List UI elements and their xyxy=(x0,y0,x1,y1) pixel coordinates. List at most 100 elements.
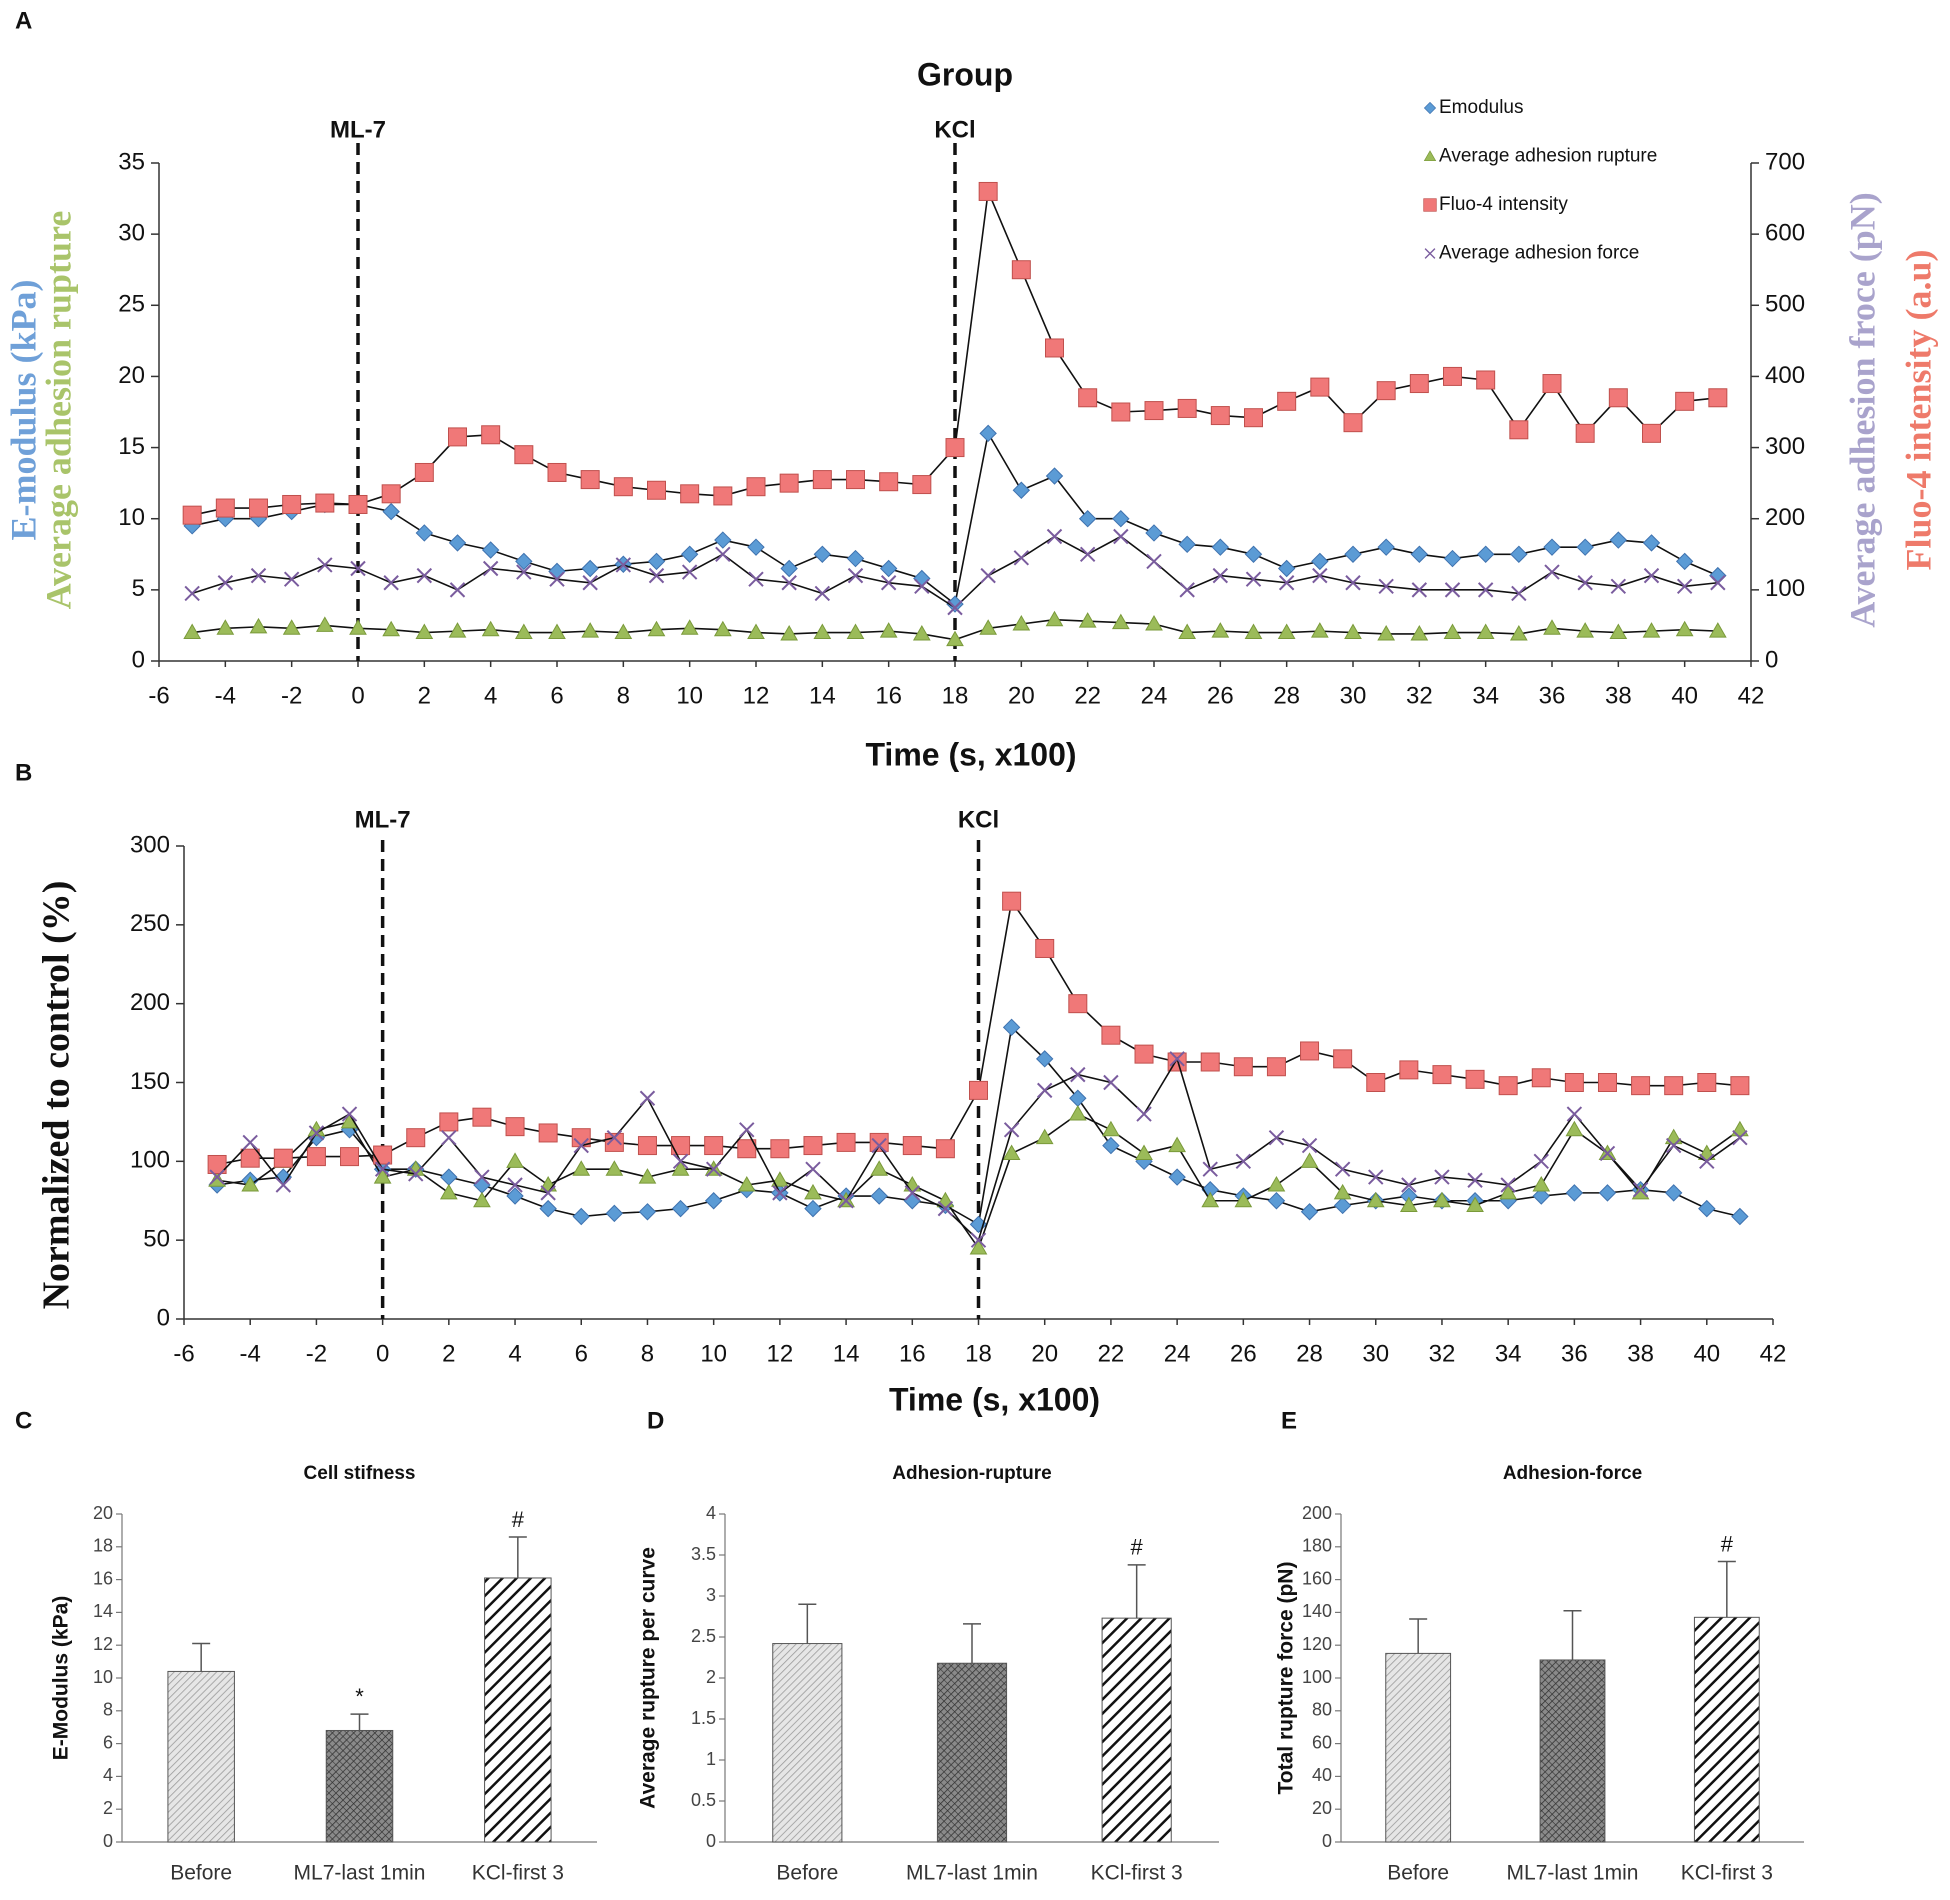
y-tick-label: 1.5 xyxy=(691,1708,716,1728)
error-bar xyxy=(1409,1618,1428,1654)
significance-mark: # xyxy=(1131,1535,1144,1560)
marker-triangle xyxy=(1068,1105,1087,1121)
marker-square xyxy=(803,1136,823,1156)
marker-triangle xyxy=(1267,1175,1286,1192)
marker-diamond xyxy=(1333,1196,1352,1215)
marker-triangle xyxy=(208,1171,226,1187)
marker-diamond xyxy=(1543,538,1561,556)
x-tick-label: 30 xyxy=(1362,1340,1389,1367)
annotation-label: KCl xyxy=(958,806,999,833)
y-tick-label: 100 xyxy=(130,1147,170,1174)
significance-mark: # xyxy=(1721,1531,1734,1556)
y-tick-label: 30 xyxy=(118,219,145,246)
marker-x xyxy=(1566,1106,1583,1122)
marker-square xyxy=(680,484,700,504)
marker-x xyxy=(441,1129,457,1146)
marker-x xyxy=(947,599,963,616)
x-tick-label: 4 xyxy=(484,682,497,709)
marker-square xyxy=(671,1136,691,1156)
marker-x xyxy=(748,571,764,587)
marker-triangle xyxy=(614,623,633,640)
marker-triangle xyxy=(1731,1120,1749,1137)
marker-diamond xyxy=(671,1199,690,1218)
marker-x xyxy=(416,567,433,584)
marker-square xyxy=(935,1139,955,1159)
marker-x xyxy=(1146,553,1162,570)
marker-diamond xyxy=(1277,559,1296,578)
marker-square xyxy=(1210,406,1230,426)
x-tick-label: 38 xyxy=(1627,1340,1654,1367)
marker-x xyxy=(1665,1137,1682,1154)
marker-x xyxy=(1202,1161,1218,1177)
marker-x xyxy=(1345,575,1361,591)
marker-diamond xyxy=(1377,538,1395,556)
marker-diamond xyxy=(1675,552,1694,571)
marker-x xyxy=(1136,1106,1152,1122)
marker-triangle xyxy=(1576,622,1595,638)
marker-x xyxy=(449,582,466,598)
marker-x xyxy=(1610,578,1627,595)
marker-triangle xyxy=(1135,1144,1153,1160)
marker-diamond xyxy=(440,1168,458,1186)
marker-square xyxy=(869,1132,889,1152)
marker-square xyxy=(637,1136,657,1156)
x-tick-label: Before xyxy=(776,1862,838,1885)
marker-x xyxy=(1301,1137,1318,1154)
marker-square xyxy=(1134,1044,1154,1064)
marker-x xyxy=(1245,571,1262,587)
marker-square xyxy=(547,462,567,482)
marker-triangle xyxy=(548,623,566,640)
marker-x xyxy=(772,1185,788,1201)
marker-triangle xyxy=(1333,1183,1352,1200)
marker-diamond xyxy=(1709,566,1727,585)
marker-x xyxy=(838,1193,854,1209)
x-tick-label: 20 xyxy=(1031,1340,1058,1367)
x-tick-label: 6 xyxy=(575,1340,588,1367)
marker-triangle xyxy=(1078,612,1097,628)
marker-triangle xyxy=(1102,1120,1120,1137)
marker-square xyxy=(1642,423,1661,443)
x-tick-label: 16 xyxy=(899,1340,926,1367)
marker-triangle xyxy=(1178,623,1197,640)
marker-square xyxy=(1366,1073,1386,1092)
marker-x xyxy=(914,578,930,595)
marker-diamond xyxy=(1300,1203,1319,1221)
marker-square xyxy=(1277,391,1297,411)
marker-square xyxy=(1333,1049,1353,1069)
marker-x xyxy=(1169,1051,1185,1067)
marker-triangle xyxy=(946,630,964,647)
marker-triangle xyxy=(647,620,666,637)
marker-square xyxy=(1575,423,1595,443)
marker-x xyxy=(516,564,532,580)
x-tick-label: 32 xyxy=(1429,1340,1456,1367)
marker-triangle xyxy=(241,1175,260,1192)
marker-diamond xyxy=(1178,535,1196,554)
marker-triangle xyxy=(870,1160,889,1176)
x-tick-label: 18 xyxy=(965,1340,992,1367)
marker-triangle xyxy=(979,619,998,635)
marker-x xyxy=(1710,575,1726,591)
x-tick-label: 36 xyxy=(1539,682,1566,709)
marker-diamond xyxy=(1344,545,1362,563)
marker-diamond xyxy=(506,1187,524,1205)
y-axis-label: E-modulus (kPa) xyxy=(3,279,43,540)
x-tick-label: 22 xyxy=(1074,682,1101,709)
y-axis-label: E-Modulus (kPa) xyxy=(50,1596,73,1761)
y-tick-label: 20 xyxy=(93,1503,113,1523)
x-tick-label: KCl-first 3 xyxy=(1681,1862,1773,1885)
marker-square xyxy=(373,1145,393,1165)
chart-title: Adhesion-rupture xyxy=(892,1463,1051,1484)
marker-triangle xyxy=(1234,1191,1253,1208)
marker-diamond xyxy=(1476,545,1495,563)
marker-diamond xyxy=(780,559,798,578)
marker-x xyxy=(814,585,831,602)
marker-triangle xyxy=(713,620,732,637)
marker-triangle xyxy=(1045,610,1064,627)
marker-diamond xyxy=(680,545,699,563)
marker-square xyxy=(1708,388,1728,408)
marker-triangle xyxy=(1211,622,1230,638)
marker-square xyxy=(182,505,202,525)
marker-x xyxy=(1268,1129,1285,1146)
marker-triangle xyxy=(1543,619,1561,635)
marker-triangle xyxy=(1111,613,1130,630)
